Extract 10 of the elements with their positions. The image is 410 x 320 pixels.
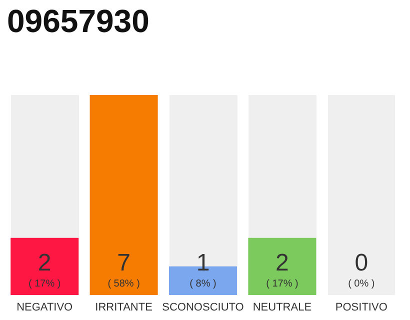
data-label: 7 ( 58% ) [108,250,140,290]
x-tick-label: POSITIVO [335,302,388,314]
x-tick-label: NEGATIVO [16,302,74,314]
x-tick-label: NEUTRALE [252,302,312,314]
x-tick-label: IRRITANTE [95,302,152,314]
data-label: 2 ( 17% ) [28,250,61,290]
data-label: 2 ( 17% ) [266,250,298,290]
x-tick-label: SCONOSCIUTO [162,302,244,314]
data-label: 0 ( 0% ) [348,250,375,290]
chart-title: 09657930 [7,3,150,39]
